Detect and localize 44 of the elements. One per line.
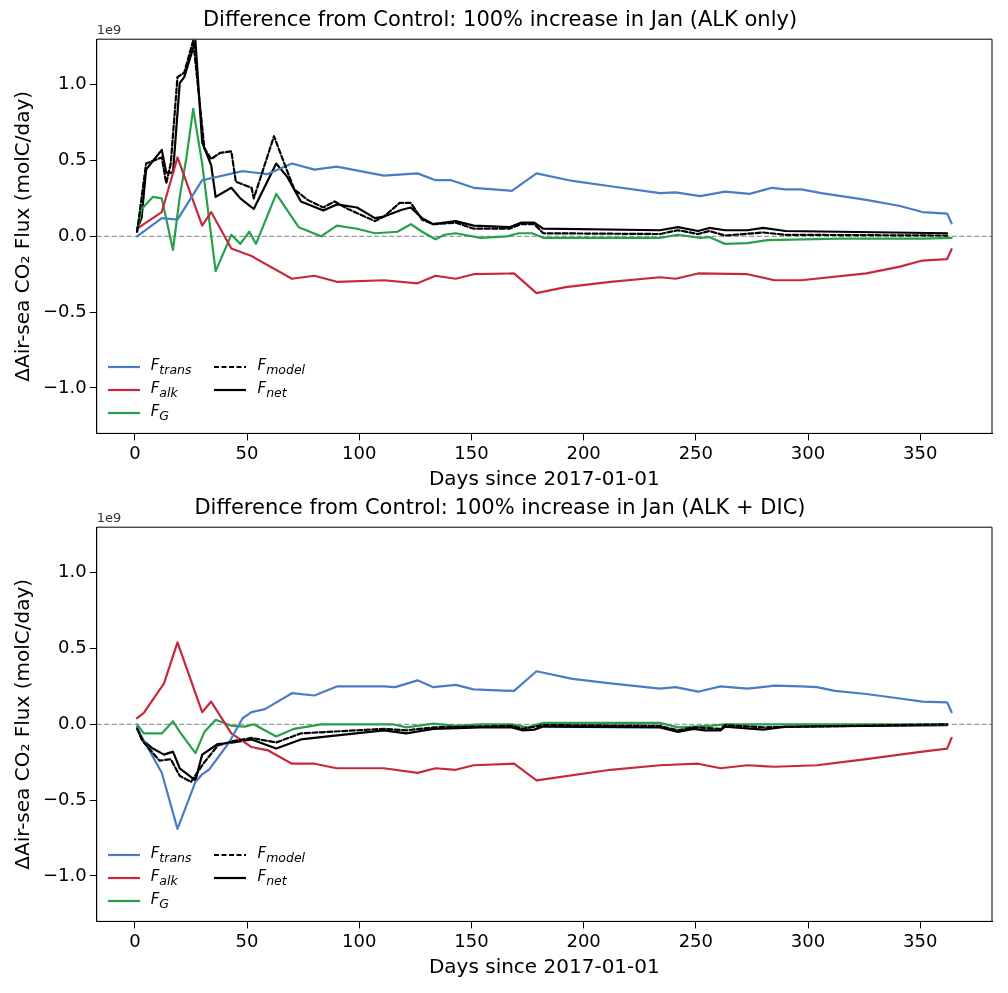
y-tick-label: 0.0 [58, 223, 87, 245]
legend-label: F$_{model}$ [257, 844, 306, 866]
x-tick-label: 350 [903, 929, 938, 951]
x-tick-label: 300 [790, 929, 826, 951]
y-tick-label: 1.0 [58, 560, 87, 582]
legend-label: F$_{net}$ [257, 867, 287, 889]
legend-label: F$_{model}$ [257, 356, 306, 378]
y-axis-title: ΔAir-sea CO₂ Flux (molC/day) [10, 90, 35, 382]
x-tick-label: 150 [454, 929, 489, 951]
x-tick-label: 0 [129, 441, 141, 463]
y-tick-label: −0.5 [42, 787, 87, 809]
legend-label: F$_{net}$ [257, 379, 287, 401]
y-tick-label: 0.5 [58, 636, 87, 658]
y-tick-label: 0.5 [58, 148, 87, 170]
text: 1e9 [96, 22, 122, 38]
x-tick-label: 50 [235, 441, 259, 463]
legend-label: F$_{G}$ [150, 890, 170, 912]
x-tick-label: 200 [566, 929, 601, 951]
x-tick-label: 350 [903, 441, 938, 463]
y-tick-label: −1.0 [42, 375, 87, 397]
x-axis-title: Days since 2017-01-01 [428, 466, 660, 491]
y-axis-title: ΔAir-sea CO₂ Flux (molC/day) [10, 578, 35, 870]
x-tick-label: 0 [129, 929, 141, 951]
x-tick-label: 100 [342, 929, 377, 951]
x-tick-label: 250 [678, 441, 713, 463]
legend-label: F$_{G}$ [150, 402, 170, 424]
legend-label: F$_{alk}$ [150, 867, 178, 889]
legend-label: F$_{trans}$ [150, 844, 192, 866]
legend-label: F$_{alk}$ [150, 379, 178, 401]
x-tick-label: 250 [678, 929, 713, 951]
chart-title: Difference from Control: 100% increase in Jan (ALK + DIC) [194, 495, 806, 520]
y-tick-label: −0.5 [42, 299, 87, 321]
text: 1e9 [96, 510, 122, 526]
legend-label: F$_{trans}$ [150, 356, 192, 378]
x-tick-label: 150 [454, 441, 489, 463]
y-tick-label: −1.0 [42, 863, 87, 885]
x-tick-label: 100 [342, 441, 377, 463]
y-tick-label: 1.0 [58, 72, 87, 94]
y-tick-label: 0.0 [58, 711, 87, 733]
x-tick-label: 50 [235, 929, 259, 951]
chart-title: Difference from Control: 100% increase in Jan (ALK only) [202, 7, 798, 32]
x-tick-label: 200 [566, 441, 601, 463]
x-tick-label: 300 [790, 441, 826, 463]
x-axis-title: Days since 2017-01-01 [428, 954, 660, 979]
